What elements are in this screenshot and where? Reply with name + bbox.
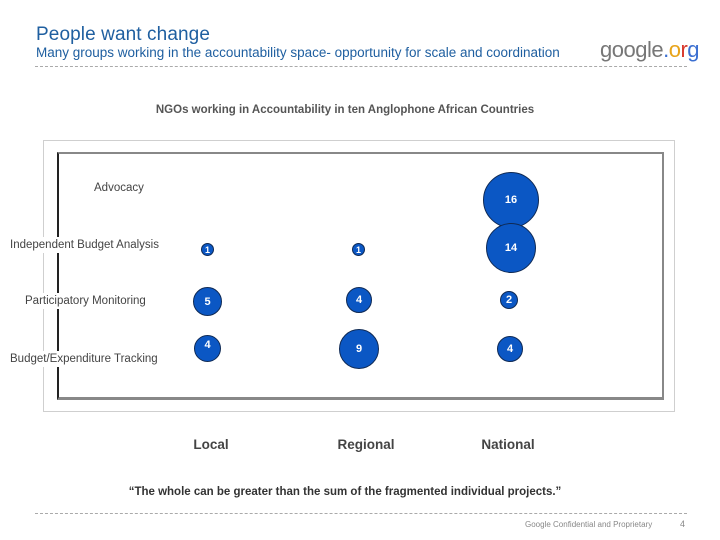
chart-outer-frame — [43, 140, 675, 412]
chart-title: NGOs working in Accountability in ten An… — [155, 104, 535, 116]
bubble-pm-national: 2 — [500, 291, 518, 309]
bubble-bet-national: 4 — [497, 336, 523, 362]
bubble-iba-national: 14 — [486, 223, 536, 273]
chart-plot-area — [57, 152, 664, 400]
logo-o: o — [668, 37, 681, 62]
page-number: 4 — [680, 519, 686, 529]
row-label-advocacy: Advocacy — [92, 180, 146, 196]
header-divider — [35, 66, 687, 67]
logo-text-google: google — [600, 37, 664, 62]
footer-confidential: Google Confidential and Proprietary — [525, 520, 653, 529]
col-label-regional: Regional — [337, 437, 395, 452]
bubble-iba-regional: 1 — [352, 243, 365, 256]
row-label-budget-expenditure-tracking: Budget/Expenditure Tracking — [8, 351, 160, 367]
slide-title: People want change — [36, 24, 210, 45]
bubble-bet-local: 4 — [194, 335, 221, 362]
bubble-pm-regional: 4 — [346, 287, 372, 313]
logo-dot: . — [663, 37, 669, 62]
bubble-advocacy-national: 16 — [483, 172, 539, 228]
bubble-iba-local: 1 — [201, 243, 214, 256]
col-label-national: National — [481, 437, 535, 452]
logo-g: g — [687, 37, 700, 62]
bubble-bet-regional: 9 — [339, 329, 379, 369]
row-label-participatory-monitoring: Participatory Monitoring — [23, 293, 148, 309]
slide-subtitle: Many groups working in the accountabilit… — [36, 45, 560, 60]
bubble-pm-local: 5 — [193, 287, 222, 316]
logo-r: r — [680, 37, 688, 62]
footer-divider — [35, 513, 687, 514]
row-label-independent-budget-analysis: Independent Budget Analysis — [8, 237, 161, 253]
col-label-local: Local — [193, 437, 229, 452]
google-org-logo: google.org — [600, 37, 700, 63]
quote-text: “The whole can be greater than the sum o… — [128, 486, 562, 498]
